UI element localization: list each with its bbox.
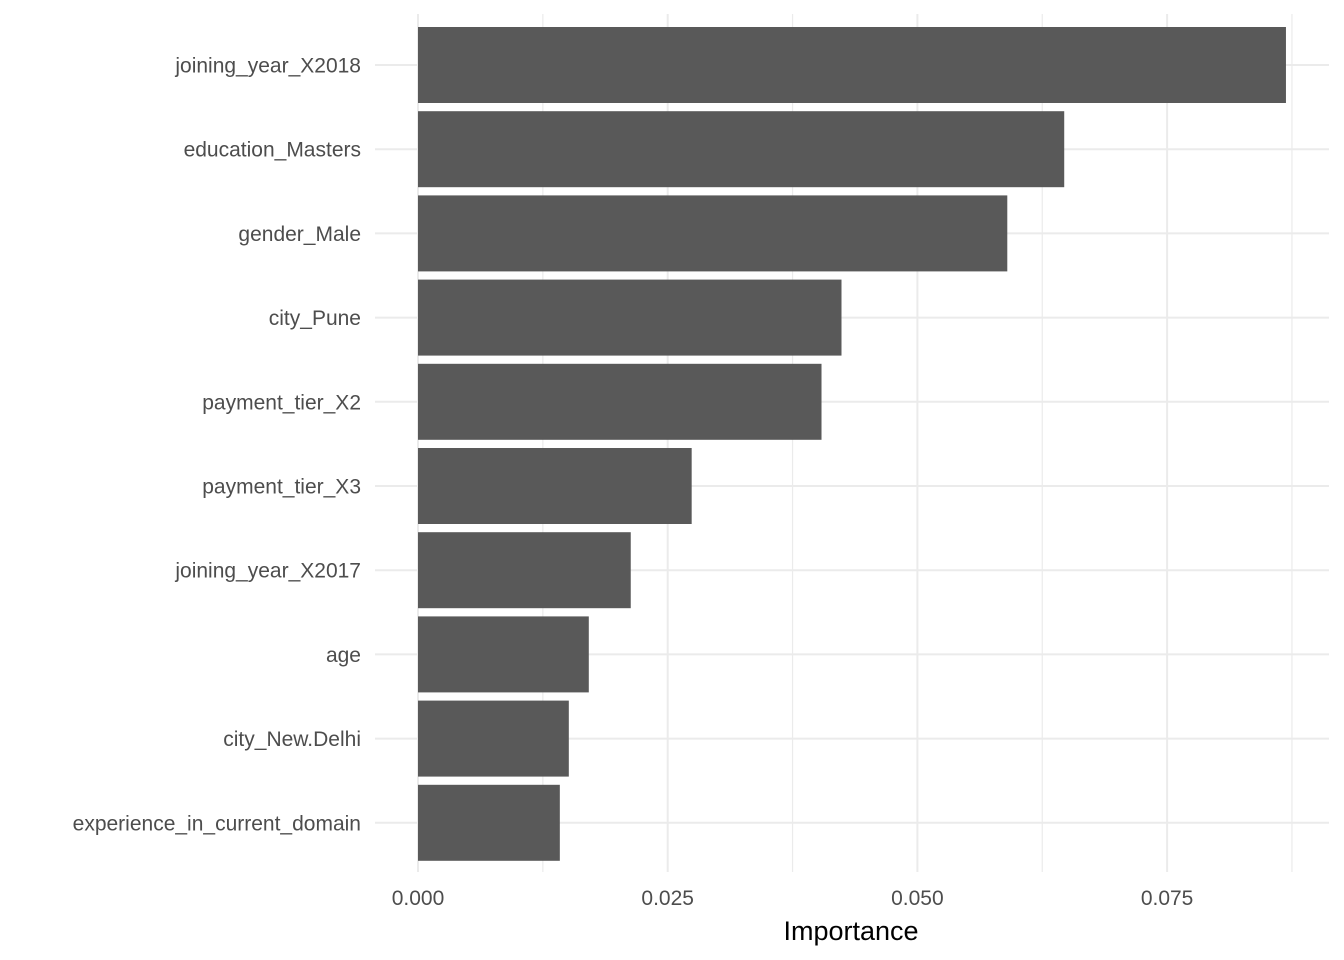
bar-education_Masters [418,111,1065,188]
bar-gender_Male [418,195,1008,272]
y-category-label: joining_year_X2018 [174,55,361,78]
y-category-label: experience_in_current_domain [73,812,361,835]
y-category-label: city_Pune [269,307,361,330]
bars [418,27,1286,861]
x-tick-label: 0.000 [392,887,445,910]
y-category-label: gender_Male [238,223,361,246]
x-tick-label: 0.075 [1141,887,1194,910]
y-category-label: education_Masters [184,139,361,162]
bar-payment_tier_X2 [418,363,822,440]
bar-joining_year_X2018 [418,27,1286,103]
x-axis-tick-labels: 0.000 0.025 0.050 0.075 [392,887,1194,910]
bar-payment_tier_X3 [418,448,692,524]
bar-city_Pune [418,279,842,356]
x-tick-label: 0.025 [641,887,694,910]
y-category-label: city_New.Delhi [223,728,361,751]
y-category-label: payment_tier_X3 [202,476,361,499]
y-category-label: age [326,644,361,667]
y-category-label: payment_tier_X2 [202,391,361,414]
y-axis-labels: joining_year_X2018 education_Mastersgende… [73,55,361,836]
bar-joining_year_X2017 [418,532,631,609]
x-axis-title: Importance [783,916,918,946]
bar-city_New.Delhi [418,700,569,777]
x-tick-label: 0.050 [891,887,944,910]
bar-experience_in_current_domain [418,784,560,861]
bar-age [418,616,589,693]
y-category-label: joining_year_X2017 [174,560,361,583]
